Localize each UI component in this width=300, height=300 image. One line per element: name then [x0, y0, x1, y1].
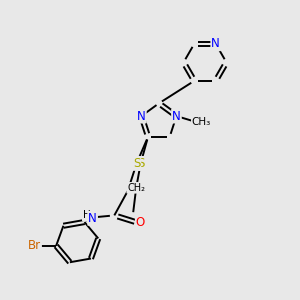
Text: N: N	[172, 110, 181, 123]
Text: N: N	[137, 110, 146, 123]
Text: N: N	[211, 37, 220, 50]
Text: H: H	[83, 210, 91, 220]
Text: S: S	[133, 157, 140, 170]
Text: N: N	[88, 212, 97, 225]
Text: CH₂: CH₂	[127, 183, 145, 193]
Text: Br: Br	[28, 239, 41, 252]
Text: CH₃: CH₃	[192, 117, 211, 127]
Text: S: S	[137, 157, 144, 170]
Text: O: O	[136, 216, 145, 229]
